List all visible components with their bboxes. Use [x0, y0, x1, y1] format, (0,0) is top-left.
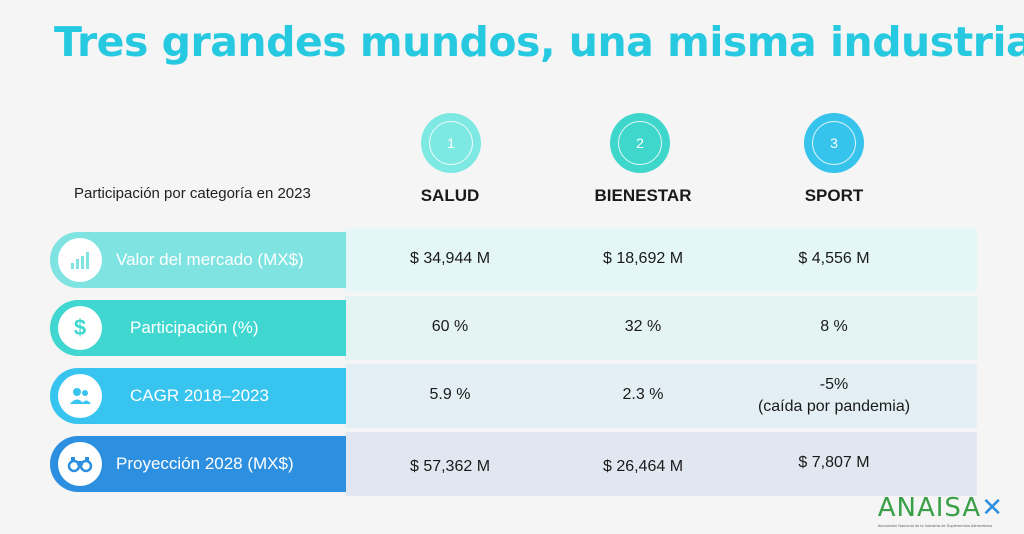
dollar-icon: $	[58, 306, 102, 350]
badge-bienestar: 2	[610, 113, 670, 173]
cell-value: 32 %	[624, 318, 662, 335]
cell-value: 60 %	[431, 318, 469, 335]
people-icon	[58, 374, 102, 418]
anaisa-logo: ANAISA✕ Asociación Nacional de la Indust…	[878, 493, 1004, 528]
cell-value: $ 26,464 M	[602, 458, 684, 475]
row-label-share: $ Participación (%)	[50, 300, 346, 356]
column-header-sport: SPORT	[804, 186, 864, 205]
cell-value: $ 4,556 M	[798, 250, 870, 267]
logo-x-icon: ✕	[981, 493, 1004, 523]
row-background	[345, 228, 977, 292]
cell-value: 5.9 %	[429, 386, 471, 403]
table-subtitle: Participación por categoría en 2023	[74, 185, 311, 202]
row-label-text: CAGR 2018–2023	[130, 386, 269, 405]
column-header-salud: SALUD	[420, 186, 480, 205]
cell-note: (caída por pandemia)	[757, 398, 911, 415]
row-background	[345, 296, 977, 360]
cell-value: $ 7,807 M	[798, 454, 870, 471]
cell-value: 8 %	[820, 318, 848, 335]
badge-sport: 3	[804, 113, 864, 173]
column-header-bienestar: BIENESTAR	[594, 186, 692, 205]
bar-chart-icon	[58, 238, 102, 282]
row-label-text: Valor del mercado (MX$)	[116, 250, 304, 269]
cell-value: $ 34,944 M	[409, 250, 491, 267]
badge-salud: 1	[421, 113, 481, 173]
badge-number: 1	[429, 121, 473, 165]
cell-value: $ 18,692 M	[602, 250, 684, 267]
row-background	[345, 364, 977, 428]
row-label-market-value: Valor del mercado (MX$)	[50, 232, 346, 288]
binoculars-icon	[58, 442, 102, 486]
page-title: Tres grandes mundos, una misma industria	[54, 18, 1024, 66]
row-label-projection: Proyección 2028 (MX$)	[50, 436, 346, 492]
row-label-text: Proyección 2028 (MX$)	[116, 454, 294, 473]
logo-text: ANAISA	[877, 493, 982, 523]
cell-value: $ 57,362 M	[409, 458, 491, 475]
logo-tagline: Asociación Nacional de la Industria de S…	[877, 523, 993, 528]
cell-value: -5%	[819, 376, 849, 393]
row-background	[345, 432, 977, 496]
cell-value: 2.3 %	[622, 386, 664, 403]
row-label-text: Participación (%)	[130, 318, 259, 337]
badge-number: 3	[812, 121, 856, 165]
row-label-cagr: CAGR 2018–2023	[50, 368, 346, 424]
badge-number: 2	[618, 121, 662, 165]
